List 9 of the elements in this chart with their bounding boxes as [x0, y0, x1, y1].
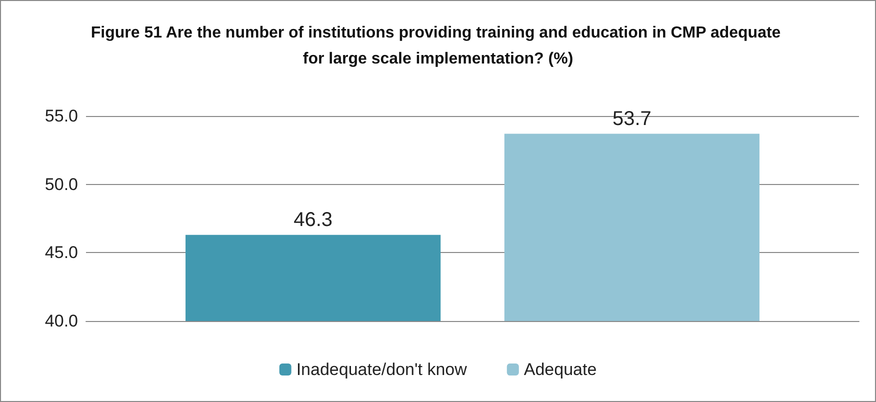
data-label: 53.7	[612, 108, 652, 130]
y-tick-label: 45.0	[44, 243, 78, 262]
legend-label: Inadequate/don't know	[296, 360, 468, 379]
data-label: 46.3	[294, 208, 333, 231]
y-tick-label: 55.0	[44, 106, 78, 126]
y-tick-label: 40.0	[44, 312, 78, 330]
y-tick-label: 50.0	[44, 174, 78, 194]
chart-title: Figure 51 Are the number of institutions providing training and education in CMP adequate for large scale implementation? (%)	[90, 24, 786, 68]
legend-label: Adequate	[524, 360, 597, 379]
